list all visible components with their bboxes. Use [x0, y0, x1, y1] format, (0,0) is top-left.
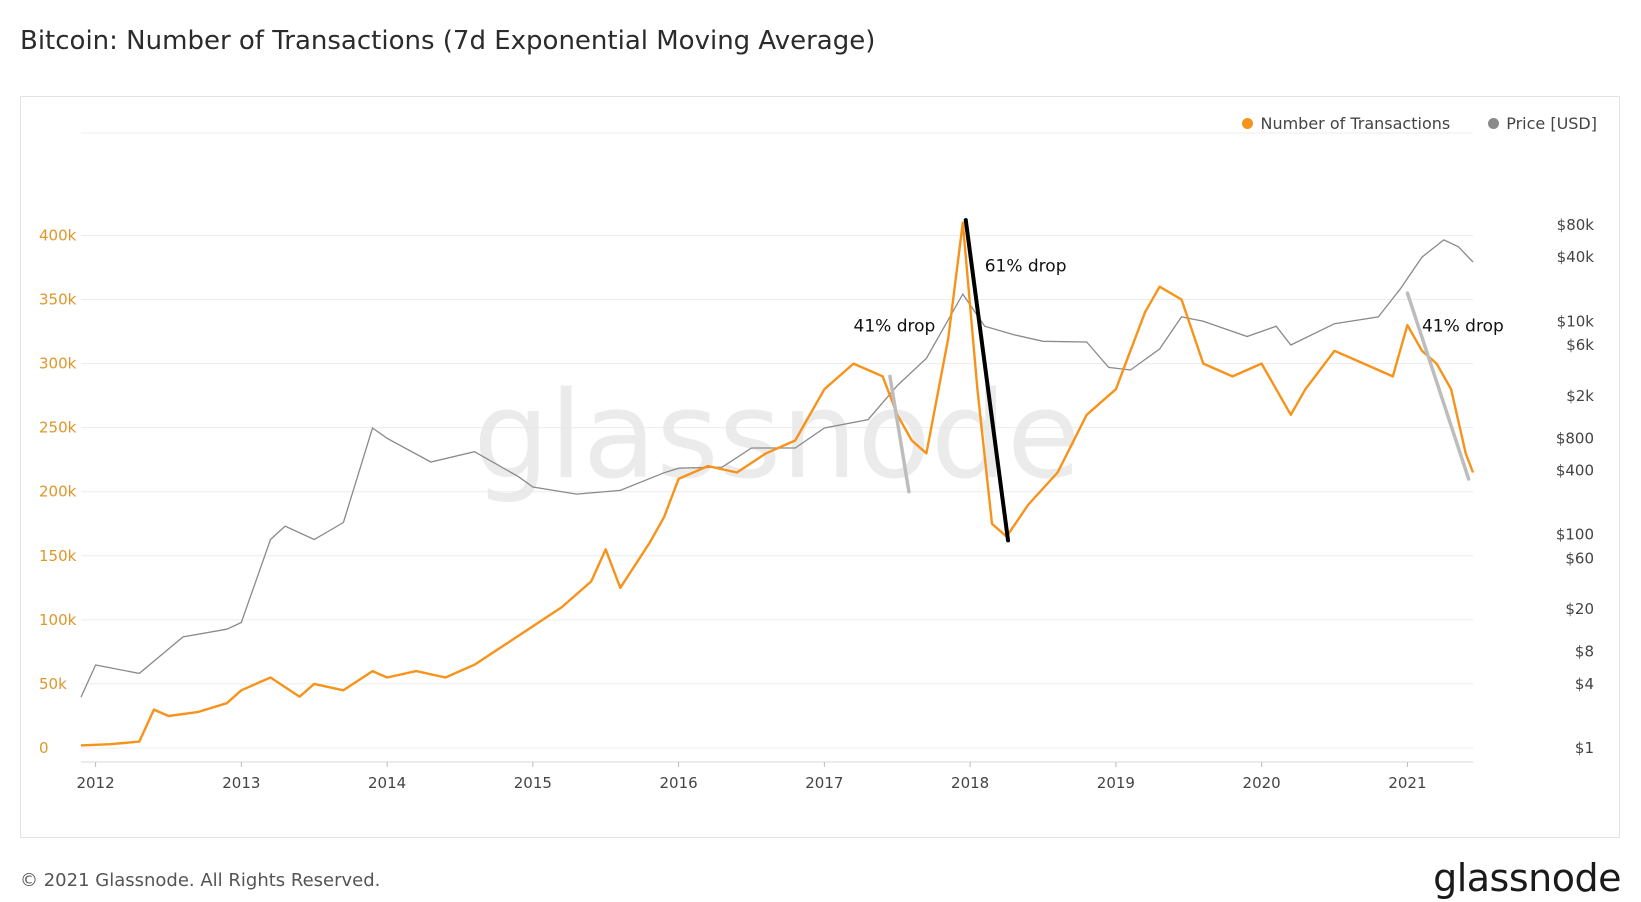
chart-frame: 0 50k 100k 150k 200k 250k 300k 350k 400k $1 $4 $8 $2… [20, 96, 1620, 838]
drop-annotation-label: 41% drop [1422, 317, 1504, 337]
y-right-tick-label: $40k [1557, 248, 1595, 266]
x-tick-label: 2015 [514, 774, 552, 792]
y-left-tick-label: 0 [39, 739, 49, 757]
copyright-text: © 2021 Glassnode. All Rights Reserved. [20, 870, 381, 891]
y-right-tick-label: $2k [1566, 387, 1594, 405]
legend-marker-price [1488, 118, 1500, 129]
y-right-tick-label: $800 [1556, 429, 1594, 447]
y-right-tick-label: $80k [1557, 216, 1595, 234]
chart-svg: 0 50k 100k 150k 200k 250k 300k 350k 400k $1 $4 $8 $2… [39, 132, 1595, 792]
legend-marker-transactions [1242, 118, 1254, 129]
y-right-tick-label: $8 [1575, 643, 1594, 661]
y-right-tick-label: $60 [1565, 549, 1594, 567]
y-right-tick-label: $10k [1557, 312, 1595, 330]
series-line-price [80, 239, 1474, 698]
legend: Number of Transactions Price [USD] [1242, 114, 1597, 133]
drop-annotation-line [1405, 291, 1471, 481]
y-right-tick-label: $100 [1556, 526, 1594, 544]
y-left-tick-label: 300k [39, 355, 77, 373]
y-left-tick-label: 400k [39, 226, 77, 244]
x-tick-label: 2013 [222, 774, 260, 792]
legend-label-transactions: Number of Transactions [1260, 114, 1451, 133]
x-tick-label: 2019 [1097, 774, 1135, 792]
drop-annotation-line [888, 374, 911, 494]
y-left-tick-label: 250k [39, 419, 77, 437]
x-tick-label: 2014 [368, 774, 406, 792]
drop-annotation-label: 41% drop [854, 317, 936, 337]
legend-item-transactions[interactable]: Number of Transactions [1242, 114, 1450, 133]
watermark: glassnode [473, 367, 1081, 506]
y-right-tick-label: $20 [1565, 600, 1594, 618]
x-tick-label: 2017 [805, 774, 843, 792]
y-right-tick-label: $4 [1575, 675, 1594, 693]
y-right-tick-label: $1 [1575, 739, 1594, 757]
drop-annotation-line [963, 218, 1011, 543]
x-tick-label: 2020 [1243, 774, 1281, 792]
chart-title: Bitcoin: Number of Transactions (7d Expo… [20, 26, 876, 56]
y-left-tick-label: 100k [39, 611, 77, 629]
x-tick-label: 2021 [1388, 774, 1426, 792]
glassnode-logo: glassnode [1433, 856, 1621, 900]
y-right-tick-label: $400 [1556, 461, 1594, 479]
series-line-transactions [80, 221, 1475, 747]
y-left-tick-label: 200k [39, 483, 77, 501]
y-left-tick-label: 50k [39, 675, 67, 693]
legend-item-price[interactable]: Price [USD] [1488, 114, 1597, 133]
legend-label-price: Price [USD] [1506, 114, 1597, 133]
y-left-tick-label: 150k [39, 547, 77, 565]
x-tick-label: 2018 [951, 774, 989, 792]
drop-annotation-label: 61% drop [985, 256, 1067, 276]
y-right-tick-label: $6k [1566, 336, 1594, 354]
x-tick-label: 2012 [76, 774, 114, 792]
x-tick-label: 2016 [660, 774, 698, 792]
y-left-tick-label: 350k [39, 291, 77, 309]
